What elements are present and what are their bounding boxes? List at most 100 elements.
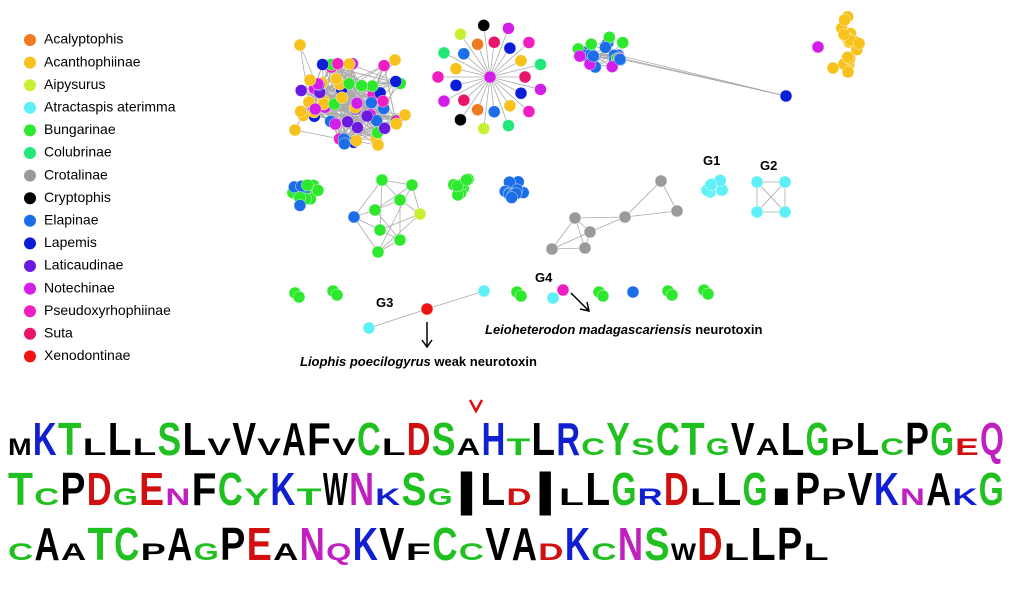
logo-letter: A xyxy=(512,518,537,570)
node xyxy=(750,205,764,219)
logo-letter: D xyxy=(664,463,689,515)
node xyxy=(778,175,792,189)
node xyxy=(360,109,374,123)
legend-swatch xyxy=(24,260,36,272)
logo-letter: W xyxy=(671,539,697,566)
node xyxy=(330,72,343,86)
logo-letter: L xyxy=(724,539,749,566)
legend-swatch xyxy=(24,237,36,250)
node xyxy=(371,138,385,152)
node xyxy=(311,184,325,197)
node xyxy=(329,117,342,131)
logo-letter: L xyxy=(750,518,775,570)
node xyxy=(460,173,473,187)
node xyxy=(393,233,407,247)
logo-letter: L xyxy=(716,463,741,515)
node xyxy=(477,122,490,135)
legend-swatch xyxy=(24,350,36,363)
node xyxy=(488,105,501,118)
logo-letter: L xyxy=(83,434,107,461)
logo-letter: C xyxy=(34,484,59,511)
edge xyxy=(353,216,379,253)
logo-letter: G xyxy=(979,463,1004,515)
node xyxy=(605,60,619,73)
logo-letter: L xyxy=(108,413,132,465)
logo-letter: H xyxy=(482,413,506,465)
legend-label: Bungarinae xyxy=(44,121,116,137)
edge xyxy=(489,76,541,90)
annotation: Leioheterodon madagascariensis neurotoxi… xyxy=(485,322,762,337)
logo-letter: G xyxy=(194,539,219,566)
edge xyxy=(294,129,340,140)
edge xyxy=(443,52,491,78)
logo-letter: V xyxy=(379,518,404,570)
logo-letter: V xyxy=(232,413,256,465)
node xyxy=(389,75,402,88)
node xyxy=(841,65,855,79)
node xyxy=(841,51,854,64)
legend-label: Lapemis xyxy=(44,234,97,250)
node xyxy=(534,58,547,71)
edge xyxy=(379,179,383,231)
logo-letter: L xyxy=(690,484,715,511)
logo-letter: T xyxy=(297,484,322,511)
node xyxy=(377,59,391,72)
node xyxy=(583,225,597,239)
legend-label: Xenodontinae xyxy=(44,347,131,363)
logo-letter: P xyxy=(777,518,802,570)
logo-letter: G xyxy=(743,463,768,515)
legend-swatch xyxy=(24,124,36,137)
node xyxy=(503,99,517,113)
logo-letter: P xyxy=(141,539,166,566)
logo-letter: C xyxy=(8,539,33,566)
node xyxy=(294,105,307,118)
node xyxy=(309,102,322,116)
node xyxy=(303,73,317,87)
edge xyxy=(374,184,413,211)
logo-letter: L xyxy=(585,463,610,515)
logo-letter: K xyxy=(953,484,979,511)
edge xyxy=(374,209,401,241)
edge xyxy=(443,76,491,102)
node xyxy=(373,223,387,237)
edge xyxy=(589,216,626,233)
group-label: G3 xyxy=(376,295,393,310)
logo-letter: K xyxy=(375,484,401,511)
logo-letter: T xyxy=(507,434,531,461)
logo-letter: F xyxy=(406,539,431,566)
node xyxy=(505,191,518,204)
logo-letter: N xyxy=(900,484,925,511)
logo-letter: L xyxy=(855,413,879,465)
logo-letter: E xyxy=(955,434,979,461)
node xyxy=(522,36,536,49)
node xyxy=(701,287,715,301)
edge xyxy=(489,64,541,78)
node xyxy=(331,57,344,70)
logo-letter: S xyxy=(631,434,655,461)
logo-letter: G xyxy=(428,484,453,511)
logo-letter: C xyxy=(591,539,616,566)
node xyxy=(837,28,851,41)
logo-letter: C xyxy=(218,463,243,515)
logo-letter: L xyxy=(182,413,206,465)
logo-letter: C xyxy=(459,539,484,566)
edge xyxy=(483,76,491,129)
logo-letter: A xyxy=(167,518,192,570)
logo-letter: P xyxy=(795,463,820,515)
logo-letter: E xyxy=(247,518,272,570)
logo-letter: Y xyxy=(244,484,269,511)
node xyxy=(451,179,464,193)
group-label: G1 xyxy=(703,153,720,168)
node xyxy=(388,53,402,67)
logo-letter: C xyxy=(432,518,457,570)
node xyxy=(405,178,419,192)
logo-letter: A xyxy=(35,518,60,570)
logo-letter: D xyxy=(697,518,722,570)
legend-swatch xyxy=(24,169,36,182)
node xyxy=(350,134,363,147)
edge xyxy=(368,308,428,329)
legend-swatch xyxy=(24,214,36,227)
annotation-italic: Liophis poecilogyrus xyxy=(300,354,431,369)
logo-letter: F xyxy=(307,413,331,465)
